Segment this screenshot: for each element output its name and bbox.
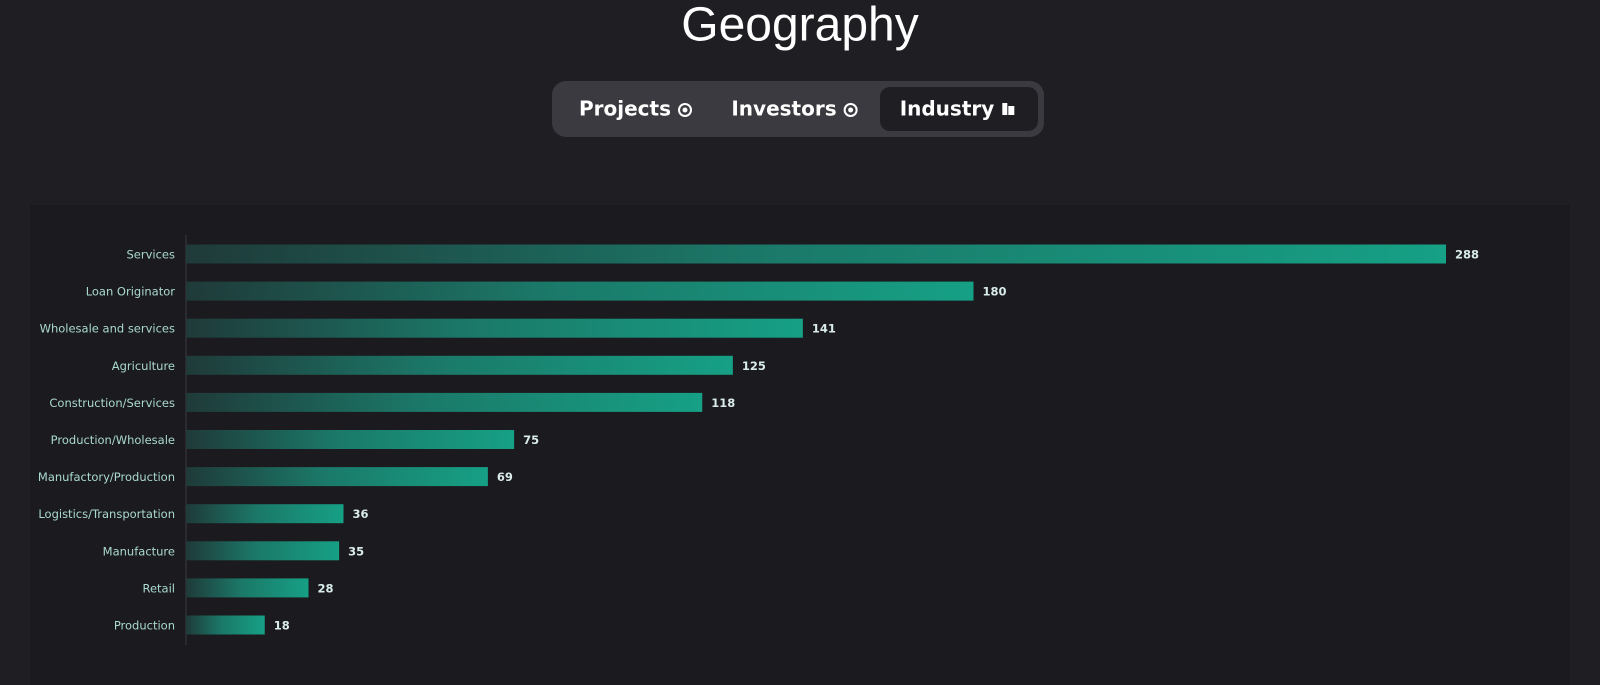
bar: [186, 578, 309, 598]
value-label: 36: [353, 507, 369, 521]
tab-icon: [843, 103, 858, 117]
tab-group: Projects Investors Industry: [579, 87, 1038, 131]
bar: [186, 615, 265, 635]
value-label: 18: [274, 619, 290, 633]
bar: [186, 244, 1446, 264]
category-label: Production: [114, 619, 175, 633]
bar: [186, 541, 340, 561]
category-label: Manufacture: [103, 544, 175, 558]
value-label: 35: [348, 544, 364, 558]
tab[interactable]: Industry: [880, 87, 1038, 131]
value-label: 75: [523, 433, 539, 447]
page-title: Geography: [681, 0, 919, 52]
chart: Services 288 Loan Originator 180 Wholesale a…: [38, 244, 1479, 635]
tab-icon: [1002, 103, 1008, 115]
value-label: 180: [983, 285, 1007, 299]
bar: [186, 467, 488, 487]
tab[interactable]: Projects: [579, 97, 693, 121]
category-label: Loan Originator: [86, 285, 176, 299]
tab-icon: [678, 103, 693, 117]
bar: [186, 430, 515, 449]
value-label: 28: [318, 581, 334, 595]
value-label: 118: [711, 396, 735, 410]
value-label: 288: [1455, 248, 1479, 262]
value-label: 141: [812, 322, 836, 336]
active-tab-bg: [880, 87, 1038, 131]
tab-icon: [848, 107, 854, 113]
value-label: 125: [742, 359, 766, 373]
bar: [186, 355, 733, 375]
tab[interactable]: Investors: [731, 97, 858, 121]
category-label: Wholesale and services: [40, 322, 175, 336]
category-label: Services: [127, 248, 176, 262]
category-label: Manufactory/Production: [38, 470, 175, 484]
value-label: 69: [497, 470, 513, 484]
category-label: Production/Wholesale: [51, 433, 175, 447]
tab-label: Industry: [900, 97, 995, 121]
category-label: Construction/Services: [49, 396, 175, 410]
bar: [186, 318, 803, 338]
category-label: Retail: [143, 581, 176, 595]
bar: [186, 281, 974, 301]
tab-label: Projects: [579, 97, 671, 121]
bar: [186, 392, 703, 412]
tab-icon: [682, 107, 688, 113]
category-label: Logistics/Transportation: [38, 507, 175, 521]
category-label: Agriculture: [112, 359, 175, 373]
tab-icon: [1008, 106, 1015, 115]
bar: [186, 504, 344, 524]
tab-label: Investors: [731, 97, 836, 121]
